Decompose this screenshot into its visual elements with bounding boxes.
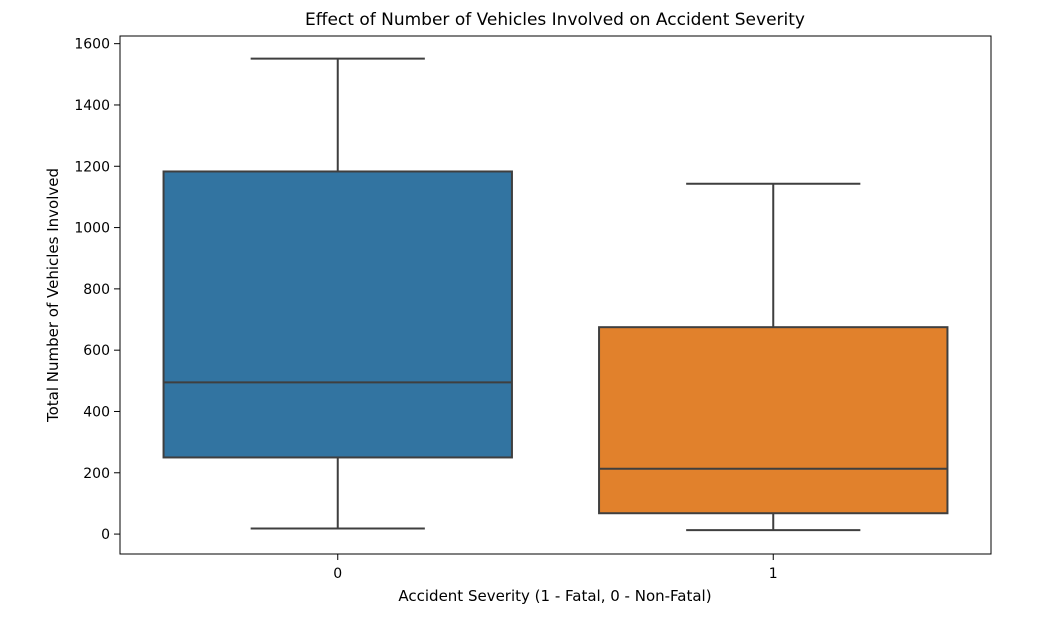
y-tick-label: 400 xyxy=(83,404,110,420)
y-tick-label: 1400 xyxy=(74,98,110,114)
y-tick-label: 800 xyxy=(83,282,110,298)
y-tick-label: 1000 xyxy=(74,221,110,237)
plot-area xyxy=(162,57,949,532)
x-tick-label: 1 xyxy=(769,566,778,582)
x-tick-label: 0 xyxy=(333,566,342,582)
y-tick-label: 1600 xyxy=(74,37,110,53)
y-axis: 0 200 400 600 800 1000 1200 1400 1600 xyxy=(74,37,120,543)
y-tick-label: 600 xyxy=(83,343,110,359)
y-tick-label: 0 xyxy=(101,527,110,543)
iqr-box xyxy=(162,170,513,459)
y-tick-label: 200 xyxy=(83,466,110,482)
plot-frame xyxy=(119,35,992,555)
y-tick-label: 1200 xyxy=(74,159,110,175)
x-axis-label: Accident Severity (1 - Fatal, 0 - Non-Fa… xyxy=(398,587,711,605)
box-1 xyxy=(598,182,949,532)
box-0 xyxy=(162,57,513,530)
y-axis-label: Total Number of Vehicles Involved xyxy=(44,168,62,423)
iqr-box xyxy=(598,326,949,515)
chart-title: Effect of Number of Vehicles Involved on… xyxy=(305,10,805,30)
